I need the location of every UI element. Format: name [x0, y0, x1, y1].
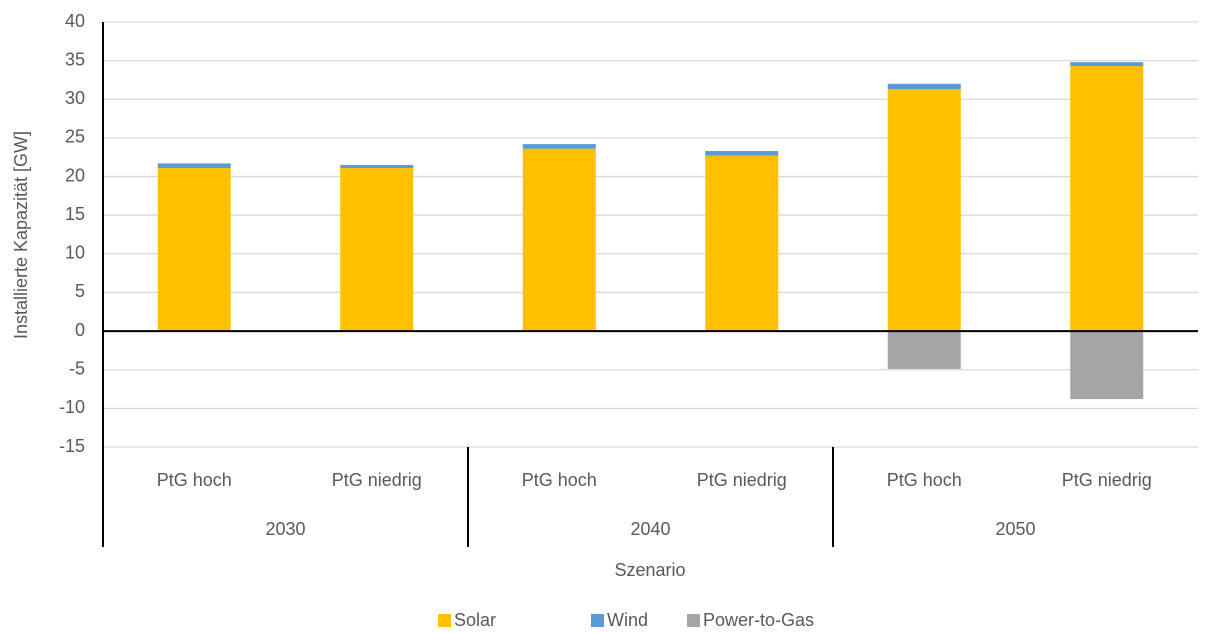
legend-label: Power-to-Gas — [703, 610, 814, 630]
bar-segment — [340, 168, 414, 332]
bar-segment — [157, 163, 231, 169]
bar-segment — [887, 89, 961, 332]
bar-segment — [705, 155, 779, 332]
group-label: 2040 — [630, 519, 670, 539]
y-tick-label: 15 — [65, 204, 85, 224]
bar-segment — [340, 164, 414, 169]
y-tick-label: 0 — [75, 320, 85, 340]
x-axis-title: Szenario — [614, 560, 685, 580]
y-tick-label: 40 — [65, 11, 85, 31]
y-tick-label: 25 — [65, 127, 85, 147]
bar-segment — [1070, 66, 1144, 332]
x-tick-label: PtG hoch — [522, 470, 597, 490]
y-tick-label: -5 — [69, 358, 85, 378]
legend-swatch — [687, 614, 700, 627]
group-label: 2030 — [265, 519, 305, 539]
y-axis-title: Installierte Kapazität [GW] — [11, 131, 31, 339]
x-tick-label: PtG niedrig — [332, 470, 422, 490]
bar-segment — [522, 148, 596, 332]
legend-label: Solar — [454, 610, 496, 630]
y-tick-label: 30 — [65, 88, 85, 108]
y-tick-label: 10 — [65, 243, 85, 263]
legend-label: Wind — [607, 610, 648, 630]
y-tick-label: 20 — [65, 165, 85, 185]
bar-segment — [1070, 331, 1144, 400]
bar-segment — [157, 168, 231, 332]
x-tick-label: PtG hoch — [887, 470, 962, 490]
x-tick-label: PtG niedrig — [697, 470, 787, 490]
bar-segment — [1070, 62, 1144, 67]
x-tick-label: PtG hoch — [157, 470, 232, 490]
x-tick-label: PtG niedrig — [1062, 470, 1152, 490]
y-tick-label: -10 — [59, 397, 85, 417]
y-tick-label: 5 — [75, 281, 85, 301]
legend-swatch — [591, 614, 604, 627]
group-label: 2050 — [995, 519, 1035, 539]
legend-swatch — [438, 614, 451, 627]
bar-segment — [522, 144, 596, 149]
bar-segment — [887, 331, 961, 369]
y-tick-label: 35 — [65, 49, 85, 69]
bar-segment — [887, 83, 961, 90]
bar-segment — [705, 151, 779, 156]
y-tick-label: -15 — [59, 436, 85, 456]
